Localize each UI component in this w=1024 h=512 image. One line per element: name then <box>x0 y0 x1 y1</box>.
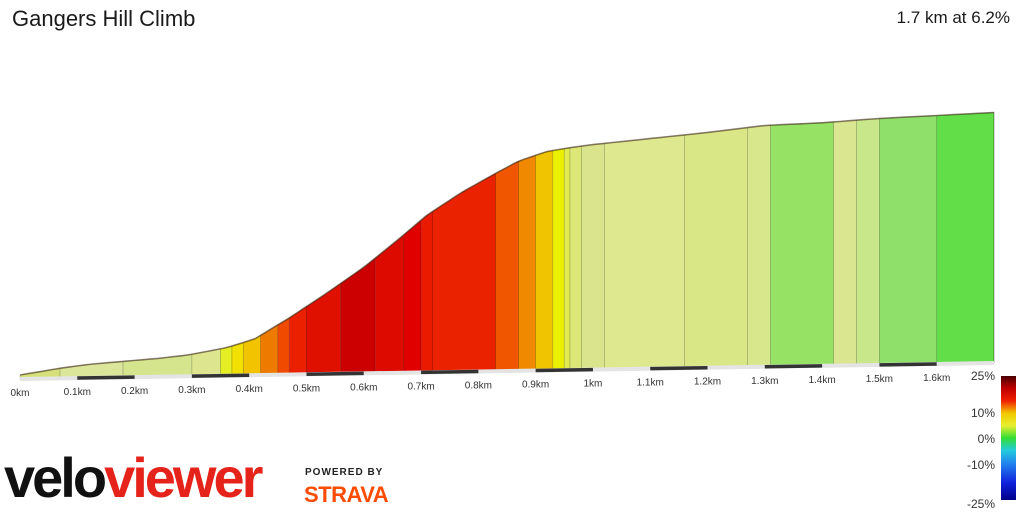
gradient-color-bar <box>1001 376 1016 500</box>
gradient-segment <box>563 147 571 371</box>
x-axis-ticks: 0km 0.1km 0.2km 0.3km 0.4km 0.5km 0.6km 0.7km 0.… <box>11 373 951 399</box>
gradient-segment <box>495 160 519 372</box>
x-tick-label: 0.1km <box>64 387 91 398</box>
baseline-dash <box>421 369 479 375</box>
baseline-dash <box>879 362 937 367</box>
x-tick-label: 1.5km <box>866 374 893 385</box>
gradient-segment <box>747 124 771 368</box>
gradient-segment <box>856 118 880 366</box>
gradient-segment <box>220 345 233 377</box>
x-tick-label: 1km <box>583 379 602 390</box>
gradient-legend-label: -25% <box>967 497 995 511</box>
x-tick-label: 1.2km <box>694 377 721 388</box>
x-tick-label: 0.4km <box>236 384 263 395</box>
x-tick-label: 0.8km <box>465 381 492 392</box>
baseline-dash <box>306 371 364 377</box>
gradient-segment <box>518 154 536 372</box>
gradient-segment <box>684 127 748 369</box>
gradient-segment <box>604 134 685 370</box>
gradient-legend-label: 25% <box>971 369 995 383</box>
x-tick-label: 1.6km <box>923 373 950 384</box>
gradient-segment <box>569 145 582 371</box>
segment-summary: 1.7 km at 6.2% <box>896 8 1010 27</box>
gradient-legend: 25% 10% 0% -10% -25% <box>967 369 1016 511</box>
gradient-segment <box>552 148 565 371</box>
x-tick-label: 0.5km <box>293 383 320 394</box>
veloviewer-logo[interactable]: veloviewer <box>4 446 263 509</box>
baseline-dash <box>191 373 250 378</box>
gradient-segments <box>19 112 995 380</box>
powered-by-label: POWERED BY <box>305 467 384 478</box>
gradient-segment <box>403 219 422 374</box>
baseline-dash <box>535 367 593 373</box>
gradient-segment <box>260 324 279 376</box>
gradient-segment <box>306 282 342 375</box>
gradient-segment <box>340 257 376 375</box>
x-tick-label: 0km <box>11 388 30 399</box>
logo-velo-text: velo <box>4 446 107 509</box>
strava-logo[interactable]: STRAVA <box>304 482 389 507</box>
logo-viewer-text: viewer <box>104 446 263 509</box>
segment-title: Gangers Hill Climb <box>12 6 196 31</box>
gradient-segment <box>231 341 244 376</box>
gradient-segment <box>535 150 554 371</box>
gradient-segment <box>833 119 857 367</box>
x-tick-label: 1.1km <box>637 378 664 389</box>
gradient-segment <box>432 172 496 373</box>
gradient-legend-label: -10% <box>967 458 995 472</box>
baseline-dash <box>764 364 823 369</box>
x-tick-label: 0.2km <box>121 386 148 397</box>
gradient-segment <box>879 115 938 366</box>
profile-outline <box>19 111 995 376</box>
x-tick-label: 1.4km <box>808 375 835 386</box>
x-tick-label: 0.3km <box>178 385 205 396</box>
baseline-dash <box>77 375 135 380</box>
x-tick-label: 0.9km <box>522 380 549 391</box>
gradient-segment <box>770 121 834 368</box>
gradient-segment <box>420 210 433 373</box>
x-tick-label: 1.3km <box>751 376 778 387</box>
gradient-legend-label: 0% <box>978 432 996 446</box>
distance-baseline <box>20 361 994 381</box>
gradient-segment <box>936 112 995 365</box>
gradient-segment <box>581 142 605 371</box>
gradient-segment <box>277 317 290 376</box>
baseline-band <box>20 361 994 381</box>
x-tick-label: 0.7km <box>407 381 434 392</box>
profile-outline-line <box>19 111 995 376</box>
x-tick-label: 0.6km <box>350 382 377 393</box>
gradient-legend-label: 10% <box>971 406 995 420</box>
baseline-dash <box>650 365 708 371</box>
